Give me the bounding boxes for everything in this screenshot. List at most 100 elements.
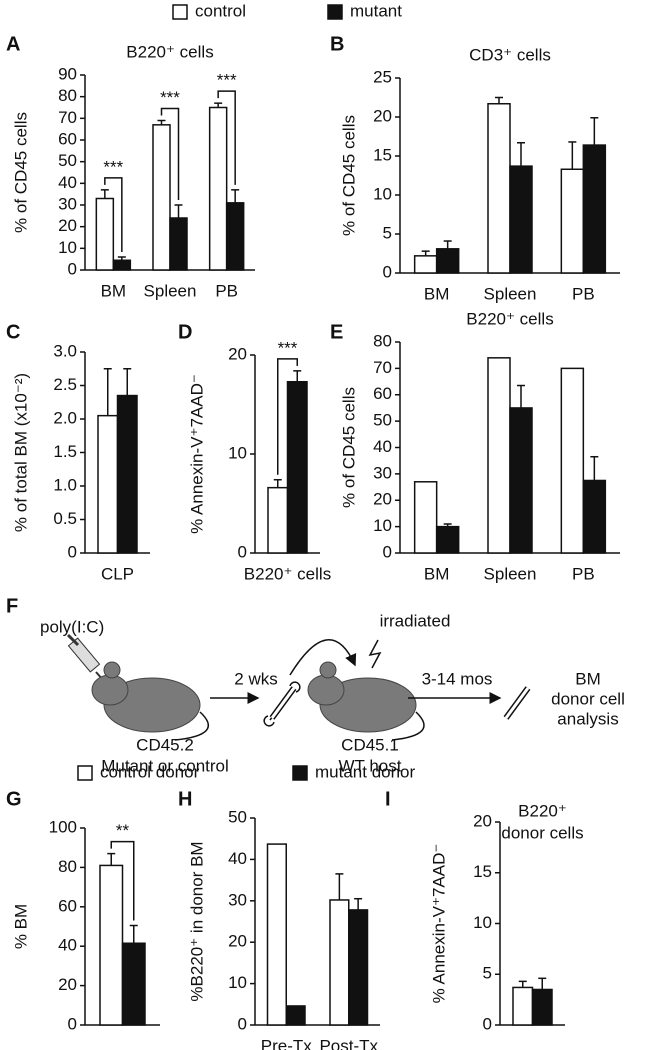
mouse bbox=[307, 661, 425, 741]
significance-label: *** bbox=[217, 71, 237, 90]
error-bar bbox=[538, 977, 547, 990]
x-tick-label: Spleen bbox=[484, 284, 537, 303]
bar bbox=[348, 909, 369, 1026]
y-tick-label: 10 bbox=[373, 516, 392, 535]
bar bbox=[329, 899, 350, 1026]
y-tick-label: 20 bbox=[373, 106, 392, 125]
y-tick-label: 10 bbox=[373, 184, 392, 203]
bar bbox=[560, 168, 585, 274]
x-tick-label: CLP bbox=[101, 564, 134, 583]
bar bbox=[413, 255, 438, 274]
x-tick-label: B220⁺ cells bbox=[244, 564, 331, 583]
y-tick-label: 20 bbox=[473, 811, 492, 830]
chart: A B220⁺ cells% of CD45 cells0102030405060… bbox=[6, 1, 402, 300]
y-tick-label: 10 bbox=[228, 443, 247, 462]
y-tick-label: 0 bbox=[68, 1014, 77, 1033]
mouse bbox=[91, 661, 210, 741]
diagram-label: donor cell bbox=[551, 689, 625, 708]
panel-letter: E bbox=[330, 321, 343, 343]
y-tick-label: 15 bbox=[373, 145, 392, 164]
panel-letter: B bbox=[330, 33, 344, 55]
error-bar bbox=[495, 96, 503, 104]
y-tick-label: 20 bbox=[228, 344, 247, 363]
chart: B CD3⁺ cells % of CD45 cells 0 5 10 15 20 25 BM Sp… bbox=[330, 33, 620, 303]
bar bbox=[509, 165, 533, 274]
x-tick-label: Post-Tx bbox=[319, 1036, 378, 1050]
significance-label: *** bbox=[278, 338, 298, 357]
y-tick-label: 0 bbox=[68, 542, 77, 561]
y-tick-label: 70 bbox=[58, 108, 77, 127]
y-axis-title: %B220⁺ in donor BM bbox=[187, 841, 206, 1001]
error-bar bbox=[518, 980, 527, 988]
lightning bbox=[368, 639, 382, 669]
legend-swatch bbox=[327, 4, 343, 20]
significance-label: ** bbox=[116, 821, 130, 840]
error-bar bbox=[421, 250, 430, 256]
significance-label: *** bbox=[160, 88, 180, 107]
diagram-label: 2 wks bbox=[234, 669, 277, 688]
y-tick-label: 5 bbox=[383, 223, 392, 242]
legend-label: mutant bbox=[350, 1, 402, 20]
y-tick-label: 40 bbox=[373, 437, 392, 456]
chart: H %B220⁺ in donor BM 0 10 20 30 40 50 Pre-Tx Post… bbox=[178, 788, 380, 1050]
x-tick-label: BM bbox=[424, 284, 450, 303]
bar bbox=[116, 394, 138, 554]
bar bbox=[95, 197, 115, 271]
bar bbox=[169, 217, 188, 271]
y-tick-label: 0 bbox=[483, 1014, 492, 1033]
y-tick-label: 50 bbox=[58, 151, 77, 170]
diagram-label: BM bbox=[575, 669, 601, 688]
chart: E B220⁺ cells % of CD45 cells 0 10 20 30 40 50 60… bbox=[330, 309, 620, 583]
error-bar bbox=[214, 102, 223, 108]
bar bbox=[99, 864, 124, 1026]
error-bar bbox=[517, 384, 525, 408]
diagram: F poly(I:C) CD45.2 Mutant or control 2 w… bbox=[6, 595, 625, 775]
diagram-label: CD45.2 bbox=[136, 735, 194, 754]
legend-swatch bbox=[77, 765, 93, 781]
bone bbox=[263, 681, 301, 727]
y-tick-label: 3.0 bbox=[53, 341, 77, 360]
bar bbox=[97, 414, 119, 554]
error-bar bbox=[443, 240, 452, 249]
y-tick-label: 2.0 bbox=[53, 408, 77, 427]
y-axis-title: % Annexin-V⁺7AAD⁻ bbox=[187, 374, 206, 534]
y-tick-label: 30 bbox=[58, 194, 77, 213]
error-bar bbox=[568, 141, 577, 170]
error-bar bbox=[273, 478, 282, 488]
diagram-label: irradiated bbox=[380, 611, 451, 630]
error-bar bbox=[354, 897, 363, 910]
y-tick-label: 15 bbox=[473, 862, 492, 881]
bar bbox=[509, 407, 533, 554]
y-tick-label: 20 bbox=[58, 216, 77, 235]
significance-bracket bbox=[110, 840, 135, 921]
panel-letter: G bbox=[6, 788, 22, 810]
bar bbox=[225, 202, 245, 271]
y-axis-title: % of total BM (x10⁻²) bbox=[11, 373, 30, 532]
y-tick-label: 0 bbox=[238, 542, 247, 561]
y-tick-label: 30 bbox=[228, 890, 247, 909]
error-bar bbox=[100, 189, 109, 199]
diagram-label: CD45.1 bbox=[341, 735, 399, 754]
diagram-label: Mutant or control bbox=[101, 756, 229, 775]
y-tick-label: 0 bbox=[238, 1014, 247, 1033]
bar bbox=[487, 102, 511, 274]
y-tick-label: 10 bbox=[228, 973, 247, 992]
y-tick-label: 90 bbox=[58, 64, 77, 83]
y-tick-label: 0 bbox=[383, 542, 392, 561]
y-tick-label: 50 bbox=[228, 807, 247, 826]
error-bar bbox=[117, 256, 126, 261]
chart-title: donor cells bbox=[501, 823, 583, 842]
bar bbox=[487, 357, 511, 554]
error-bar bbox=[335, 873, 344, 900]
arrow bbox=[289, 639, 357, 676]
y-tick-label: 70 bbox=[373, 358, 392, 377]
bar bbox=[121, 942, 146, 1026]
y-tick-label: 80 bbox=[58, 857, 77, 876]
error-bar bbox=[103, 368, 112, 416]
bar bbox=[582, 479, 607, 554]
significance-bracket bbox=[277, 358, 298, 475]
panel-letter: F bbox=[6, 595, 18, 617]
bar bbox=[266, 843, 287, 1026]
y-tick-label: 80 bbox=[373, 331, 392, 350]
